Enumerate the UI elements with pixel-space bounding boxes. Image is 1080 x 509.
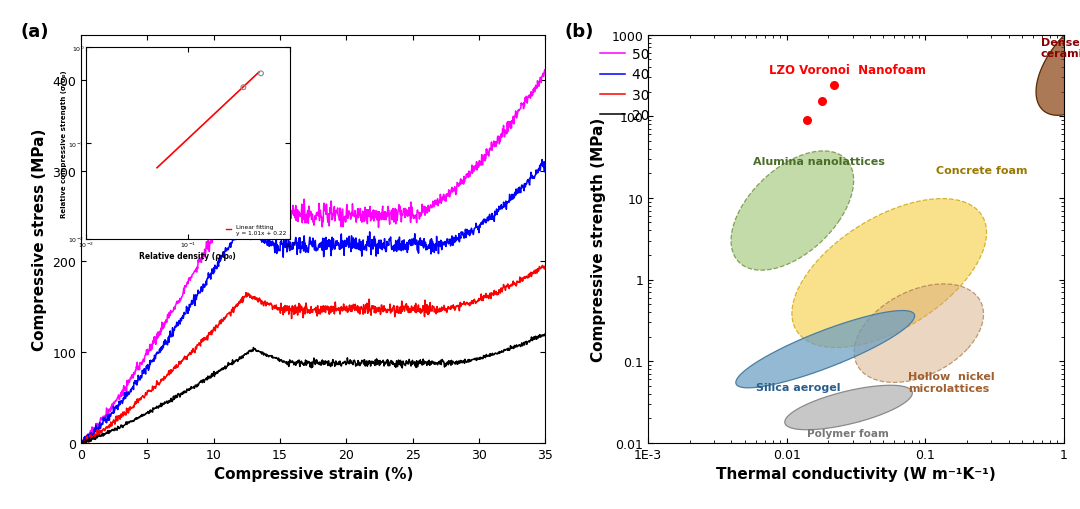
- Text: Dense
ceramics: Dense ceramics: [1041, 38, 1080, 59]
- Line: 30±2.3 nm: 30±2.3 nm: [81, 266, 545, 443]
- Text: (b): (b): [565, 23, 594, 41]
- 40±2.8 nm: [445, 242, 458, 248]
- 40±2.8 nm: [122, 389, 135, 395]
- Polygon shape: [731, 152, 853, 271]
- Text: Polymer foam: Polymer foam: [807, 429, 889, 439]
- 30±2.3 nm: [393, 305, 406, 311]
- Text: LZO Voronoi  Nanofoam: LZO Voronoi Nanofoam: [769, 64, 927, 77]
- Point: [813, 98, 831, 106]
- X-axis label: Compressive strain (%): Compressive strain (%): [214, 466, 413, 481]
- 30±2.3 nm: [262, 301, 275, 307]
- 30±2.3 nm: [436, 307, 449, 313]
- 20±3.1 nm: [393, 360, 406, 366]
- 50±2.6 nm: [77, 440, 90, 446]
- Y-axis label: Compressive stress (MPa): Compressive stress (MPa): [31, 128, 46, 350]
- 50±2.6 nm: [122, 378, 135, 384]
- 30±2.3 nm: [122, 410, 135, 416]
- 50±2.6 nm: [280, 213, 293, 219]
- 40±2.8 nm: [539, 160, 552, 166]
- Polygon shape: [792, 199, 986, 348]
- 40±2.8 nm: [262, 242, 275, 248]
- 20±3.1 nm: [445, 358, 458, 364]
- Polygon shape: [785, 385, 913, 430]
- 30±2.3 nm: [279, 308, 292, 314]
- Line: 20±3.1 nm: 20±3.1 nm: [81, 334, 545, 443]
- 50±2.6 nm: [262, 216, 275, 222]
- 30±2.3 nm: [539, 263, 552, 269]
- 50±2.6 nm: [539, 67, 552, 73]
- 20±3.1 nm: [262, 354, 275, 360]
- 50±2.6 nm: [437, 192, 450, 198]
- 20±3.1 nm: [122, 420, 135, 426]
- 40±2.8 nm: [536, 157, 549, 163]
- Text: Hollow  nickel
microlattices: Hollow nickel microlattices: [908, 372, 995, 393]
- Line: 50±2.6 nm: 50±2.6 nm: [81, 70, 545, 443]
- 40±2.8 nm: [436, 240, 449, 246]
- Polygon shape: [854, 285, 984, 383]
- Polygon shape: [1036, 12, 1080, 116]
- Y-axis label: Compressive strength (MPa): Compressive strength (MPa): [591, 118, 606, 361]
- 30±2.3 nm: [75, 440, 87, 446]
- 20±3.1 nm: [436, 358, 449, 364]
- Text: (a): (a): [21, 23, 49, 41]
- 50±2.6 nm: [75, 437, 87, 443]
- 30±2.3 nm: [536, 263, 549, 269]
- 20±3.1 nm: [75, 440, 87, 446]
- Point: [825, 81, 842, 90]
- Text: Silica aerogel: Silica aerogel: [756, 382, 840, 392]
- 50±2.6 nm: [539, 71, 552, 77]
- 50±2.6 nm: [445, 185, 458, 191]
- X-axis label: Thermal conductivity (W m⁻¹K⁻¹): Thermal conductivity (W m⁻¹K⁻¹): [716, 466, 996, 481]
- 40±2.8 nm: [75, 440, 87, 446]
- Line: 40±2.8 nm: 40±2.8 nm: [81, 160, 545, 443]
- 30±2.3 nm: [445, 306, 458, 312]
- Legend: 50±2.6 nm, 40±2.8 nm, 30±2.3 nm, 20±3.1 nm: 50±2.6 nm, 40±2.8 nm, 30±2.3 nm, 20±3.1 …: [594, 43, 715, 128]
- 50±2.6 nm: [394, 212, 407, 218]
- Polygon shape: [735, 311, 915, 388]
- 40±2.8 nm: [393, 246, 406, 252]
- 40±2.8 nm: [279, 244, 292, 250]
- 20±3.1 nm: [539, 331, 552, 337]
- 20±3.1 nm: [279, 360, 292, 366]
- Text: Alumina nanolattices: Alumina nanolattices: [753, 157, 885, 167]
- Point: [798, 117, 815, 125]
- Text: Concrete foam: Concrete foam: [936, 165, 1028, 176]
